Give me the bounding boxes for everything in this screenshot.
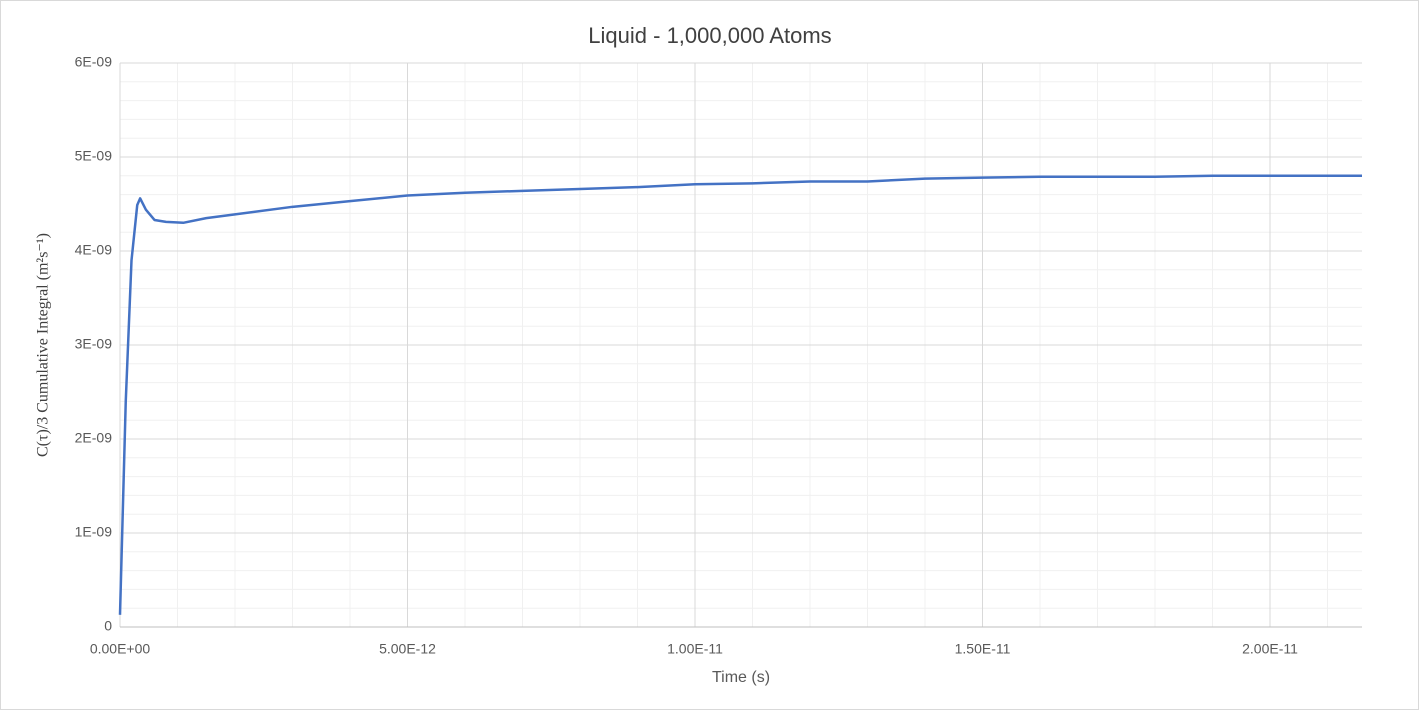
data-line <box>118 174 1362 615</box>
y-tick-label: 1E-09 <box>75 524 113 540</box>
x-tick-label: 0.00E+00 <box>90 641 151 657</box>
chart-title: Liquid - 1,000,000 Atoms <box>588 23 831 48</box>
y-tick-label: 4E-09 <box>75 242 113 258</box>
y-tick-label: 3E-09 <box>75 336 113 352</box>
x-axis-title: Time (s) <box>712 669 770 686</box>
y-tick-label: 2E-09 <box>75 430 113 446</box>
x-tick-label: 1.00E-11 <box>667 641 723 657</box>
x-tick-label: 1.50E-11 <box>955 641 1011 657</box>
y-tick-label: 5E-09 <box>75 148 113 164</box>
y-tick-label: 6E-09 <box>75 54 113 70</box>
x-tick-label: 5.00E-12 <box>379 641 436 657</box>
x-tick-label: 2.00E-11 <box>1242 641 1298 657</box>
y-tick-label: 0 <box>104 618 112 634</box>
y-axis-title: C(τ)/3 Cumulative Integral (m²s⁻¹) <box>35 233 52 457</box>
